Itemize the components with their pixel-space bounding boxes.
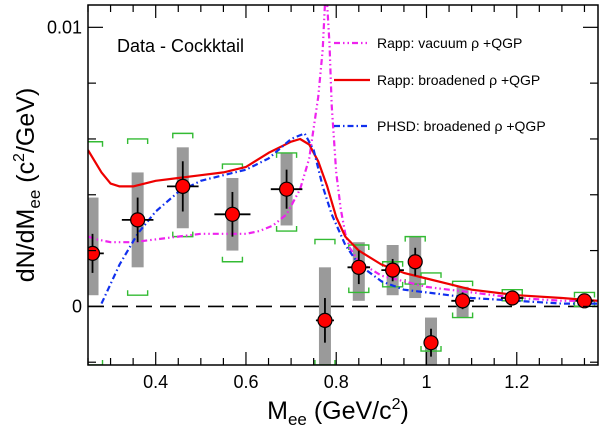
- cocktail-bracket-top: [501, 288, 523, 295]
- cocktail-bracket-bottom: [348, 287, 370, 294]
- cocktail-bracket-bottom: [126, 290, 149, 296]
- data-annotation: Data - Cockktail: [117, 36, 244, 56]
- y-axis-title-unit-post: /GeV): [12, 88, 40, 153]
- data-point: [317, 312, 333, 328]
- cocktail-bracket-top: [126, 138, 149, 144]
- cocktail-bracket-bottom: [381, 281, 404, 288]
- cocktail-bracket-top: [451, 280, 474, 287]
- x-tick-label: 0.8: [324, 372, 349, 392]
- y-axis-title-unit-pre: (c: [12, 162, 40, 190]
- legend-label-0: Rapp: vacuum ρ +QGP: [377, 35, 522, 51]
- data-point: [385, 262, 401, 278]
- data-point: [576, 293, 593, 309]
- x-tick-label: 0.4: [143, 372, 168, 392]
- data-point: [278, 181, 295, 197]
- data-point: [455, 293, 471, 309]
- y-tick-label: 0.01: [47, 17, 82, 37]
- cocktail-bracket-top: [88, 141, 104, 147]
- y-axis-title-main: dN/dM: [12, 209, 40, 283]
- x-axis-title-sup: 2: [392, 396, 401, 413]
- cocktail-bracket-bottom: [314, 360, 336, 365]
- legend-label-2: PHSD: broadened ρ +QGP: [377, 118, 546, 134]
- cocktail-bracket-top: [404, 235, 426, 242]
- cocktail-bracket-top: [221, 163, 244, 170]
- x-tick-label: 0.6: [233, 372, 258, 392]
- y-axis-title-sub: ee: [25, 190, 44, 209]
- model-curve-1: [88, 137, 598, 302]
- cocktail-bracket-bottom: [451, 312, 474, 319]
- cocktail-bracket-bottom: [88, 360, 104, 365]
- data-point: [351, 259, 367, 275]
- y-tick-label: 0: [72, 296, 82, 316]
- data-point: [224, 206, 241, 222]
- cocktail-bracket-top: [275, 152, 298, 158]
- cocktail-bracket-bottom: [275, 226, 298, 232]
- model-curve-2: [100, 132, 598, 305]
- data-point: [504, 290, 520, 306]
- plot-area: [88, 5, 598, 365]
- cocktail-bracket-top: [573, 291, 596, 298]
- y-axis-title-sup: 2: [11, 153, 28, 162]
- data-point: [407, 254, 423, 270]
- data-point: [88, 245, 101, 261]
- cocktail-bracket-top: [172, 132, 194, 139]
- x-axis-title: Mee (GeV/c2): [267, 396, 409, 429]
- x-axis-title-main: M: [267, 397, 288, 425]
- x-tick-label: 1.2: [504, 372, 529, 392]
- cocktail-bracket-top: [314, 238, 336, 245]
- data-point: [130, 212, 146, 228]
- cocktail-bracket-bottom: [221, 256, 244, 263]
- x-axis-title-unit-post: ): [401, 397, 409, 425]
- cocktail-bracket-top: [420, 272, 442, 278]
- plot-frame: [87, 4, 599, 366]
- data-point: [175, 178, 191, 194]
- x-axis-title-unit-pre: (GeV/c: [307, 397, 392, 425]
- legend: Rapp: vacuum ρ +QGP Rapp: broadened ρ +QG…: [334, 35, 546, 134]
- data-point: [423, 335, 439, 351]
- x-tick-label: 1: [421, 372, 431, 392]
- x-axis-title-sub: ee: [288, 410, 307, 429]
- y-axis-title: dN/dMee (c2/GeV): [11, 88, 44, 283]
- legend-label-1: Rapp: broadened ρ +QGP: [377, 72, 540, 88]
